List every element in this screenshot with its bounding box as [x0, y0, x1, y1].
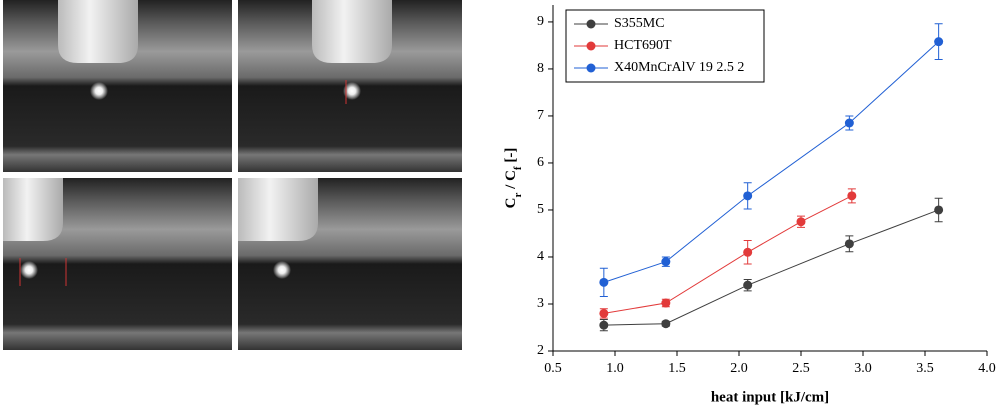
x-tick-label: 4.0 — [978, 361, 996, 376]
data-point — [661, 299, 670, 308]
data-point — [845, 118, 854, 127]
x-tick-label: 2.0 — [730, 361, 748, 376]
x-tick-label: 3.0 — [854, 361, 872, 376]
y-axis-label-part: C — [503, 197, 519, 208]
y-tick-label: 3 — [537, 296, 544, 311]
legend-label: S355MC — [614, 16, 665, 31]
data-point — [797, 217, 806, 226]
legend-label: X40MnCrAlV 19 2.5 2 — [614, 60, 744, 75]
y-tick-label: 7 — [537, 108, 544, 123]
data-point — [743, 281, 752, 290]
x-tick-label: 1.5 — [668, 361, 686, 376]
y-axis-label-part: [-] — [503, 148, 519, 167]
data-point — [934, 205, 943, 214]
y-tick-label: 8 — [537, 61, 544, 76]
legend-label: HCT690T — [614, 38, 672, 53]
data-point — [599, 321, 608, 330]
y-tick-label: 4 — [537, 249, 544, 264]
data-point — [661, 319, 670, 328]
y-axis-label-part: / C — [503, 170, 519, 193]
y-axis-label: Cr / Cf [-] — [503, 148, 523, 209]
page: heat input [kJ/cm] 2 3 4 5 6 7 8 9 0.5 1.0 1.5 2.0 2… — [0, 0, 1007, 413]
photo — [238, 178, 462, 350]
data-point — [847, 191, 856, 200]
figure: heat input [kJ/cm] 2 3 4 5 6 7 8 9 0.5 1.0 1.5 2.0 2… — [0, 0, 1007, 413]
x-tick-label: 1.0 — [606, 361, 624, 376]
x-axis-label: heat input [kJ/cm] — [711, 389, 829, 405]
y-tick-label: 5 — [537, 202, 544, 217]
y-tick-label: 6 — [537, 155, 544, 170]
data-point — [599, 309, 608, 318]
data-point — [845, 239, 854, 248]
data-point — [743, 191, 752, 200]
data-point — [599, 278, 608, 287]
data-point — [743, 248, 752, 257]
series-line — [604, 196, 852, 314]
series-line — [604, 210, 939, 325]
data-point — [934, 37, 943, 46]
legend-marker — [587, 64, 596, 73]
x-tick-label: 0.5 — [544, 361, 562, 376]
photo — [238, 0, 462, 172]
y-tick-label: 2 — [537, 343, 544, 358]
legend-marker — [587, 20, 596, 29]
data-point — [661, 257, 670, 266]
x-tick-label: 2.5 — [792, 361, 810, 376]
x-tick-label: 3.5 — [916, 361, 934, 376]
y-tick-label: 9 — [537, 14, 544, 29]
legend-marker — [587, 42, 596, 51]
photo-panels — [3, 0, 462, 350]
photo — [3, 178, 232, 350]
photo — [3, 0, 232, 172]
